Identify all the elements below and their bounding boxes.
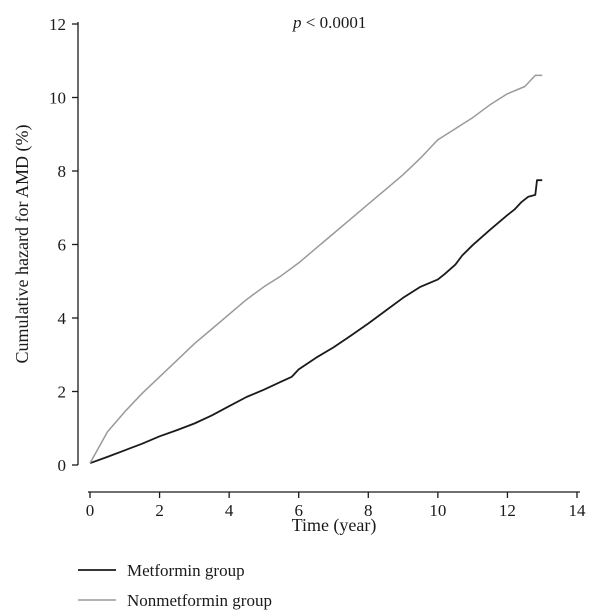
x-axis-title: Time (year) — [292, 515, 377, 536]
series-line-metformin-group — [89, 179, 543, 465]
y-axis-title: Cumulative hazard for AMD (%) — [12, 125, 33, 364]
y-tick-label: 10 — [49, 89, 66, 108]
x-tick-label: 10 — [429, 501, 446, 520]
x-tick-label: 0 — [86, 501, 95, 520]
legend: Metformin group Nonmetformin group — [78, 561, 272, 610]
p-value-text: < 0.0001 — [302, 13, 367, 32]
p-symbol: p — [292, 13, 302, 32]
legend-label-nonmetformin-group: Nonmetformin group — [127, 591, 272, 610]
y-tick-label: 0 — [58, 456, 67, 475]
x-tick-label: 4 — [225, 501, 234, 520]
p-value-annotation: p < 0.0001 — [292, 13, 366, 32]
y-tick-label: 8 — [58, 162, 67, 181]
x-tick-label: 8 — [364, 501, 373, 520]
y-tick-label: 2 — [58, 383, 67, 402]
x-tick-label: 2 — [155, 501, 164, 520]
y-tick-label: 12 — [49, 15, 66, 34]
x-tick-label: 14 — [569, 501, 587, 520]
y-tick-label: 6 — [58, 236, 67, 255]
legend-label-metformin-group: Metformin group — [127, 561, 245, 580]
axes — [77, 22, 580, 493]
y-ticks: 0 2 4 6 8 10 12 — [49, 15, 78, 475]
series-layer — [89, 74, 543, 465]
x-tick-label: 6 — [294, 501, 303, 520]
series-line-nonmetformin-group — [89, 74, 543, 464]
y-tick-label: 4 — [58, 309, 67, 328]
x-tick-label: 12 — [499, 501, 516, 520]
x-ticks: 0 2 4 6 8 10 12 14 — [86, 492, 586, 520]
